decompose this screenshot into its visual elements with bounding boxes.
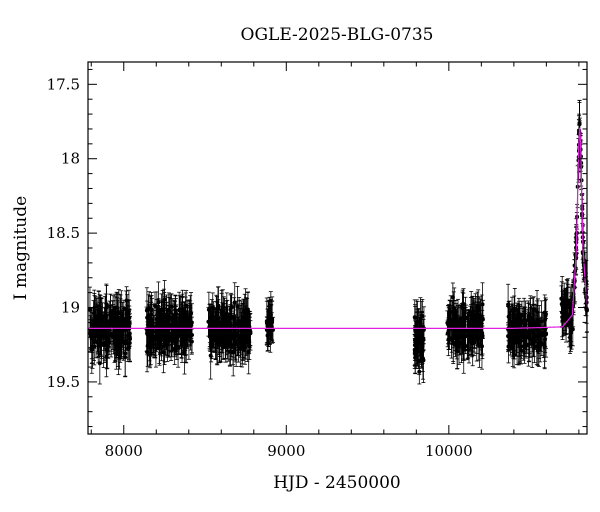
data-point [535, 298, 540, 346]
data-point [523, 313, 528, 348]
data-point [121, 299, 126, 338]
data-point [165, 326, 170, 362]
plot-frame [87, 61, 588, 435]
data-point [512, 318, 517, 360]
data-point [236, 323, 241, 349]
y-tick-label: 17.5 [47, 75, 80, 93]
data-point [222, 297, 227, 339]
axis-ticks [88, 62, 587, 434]
data-point [184, 310, 189, 356]
data-point [217, 322, 222, 362]
data-point [463, 296, 468, 339]
data-point [240, 315, 245, 360]
data-point [150, 324, 155, 356]
data-point [188, 303, 193, 342]
data-point [417, 359, 422, 385]
x-tick-labels: 8000 9000 10000 [105, 442, 473, 460]
data-point [164, 318, 169, 356]
data-point [245, 307, 250, 339]
data-point [450, 282, 455, 312]
y-tick-label: 19.5 [47, 373, 80, 391]
data-point [98, 305, 103, 333]
data-point [542, 321, 547, 369]
data-point [219, 292, 224, 328]
data-point [565, 283, 570, 326]
data-point [156, 298, 161, 345]
y-tick-label: 19 [61, 299, 80, 317]
data-point [209, 315, 214, 358]
data-point [268, 312, 273, 353]
x-tick-label: 10000 [425, 442, 473, 460]
y-tick-label: 18 [61, 150, 80, 168]
model-curve [88, 127, 588, 329]
data-point [461, 292, 466, 324]
y-tick-label: 18.5 [47, 224, 80, 242]
data-point [109, 310, 114, 358]
data-point [470, 306, 475, 346]
y-tick-labels: 17.5 18 18.5 19 19.5 [47, 75, 80, 391]
data-point [113, 307, 118, 346]
data-point [148, 313, 153, 355]
data-point [232, 297, 237, 345]
data-point [215, 302, 220, 350]
data-point [265, 308, 270, 344]
data-point [480, 316, 485, 355]
data-point [126, 289, 131, 334]
data-point [229, 292, 234, 341]
data-point [532, 311, 537, 339]
data-point [176, 317, 181, 355]
data-point [474, 304, 479, 342]
y-axis-label: I magnitude [11, 196, 31, 300]
x-tick-label: 9000 [267, 442, 305, 460]
chart-title: OGLE-2025-BLG-0735 [241, 25, 434, 45]
data-point [562, 296, 567, 322]
data-point [228, 294, 233, 325]
data-point [478, 298, 483, 340]
x-tick-label: 8000 [105, 442, 143, 460]
data-point [123, 307, 128, 343]
data-point [119, 324, 124, 350]
data-point [524, 320, 529, 351]
data-point [179, 325, 184, 359]
data-point [461, 326, 466, 374]
data-point [92, 289, 97, 333]
data-point [517, 322, 522, 363]
data-point [247, 316, 252, 346]
data-point [101, 321, 106, 368]
data-point [506, 329, 511, 364]
data-point [104, 336, 109, 378]
data-point [538, 316, 543, 352]
data-point [456, 318, 461, 344]
data-point [160, 320, 165, 353]
data-points [87, 99, 589, 385]
data-point [245, 329, 250, 355]
data-point [124, 286, 129, 315]
data-point [153, 331, 158, 358]
data-point [559, 285, 564, 312]
plot-area [87, 99, 589, 385]
data-point [162, 304, 167, 339]
x-axis-label: HJD - 2450000 [273, 473, 401, 493]
data-point [97, 342, 102, 385]
